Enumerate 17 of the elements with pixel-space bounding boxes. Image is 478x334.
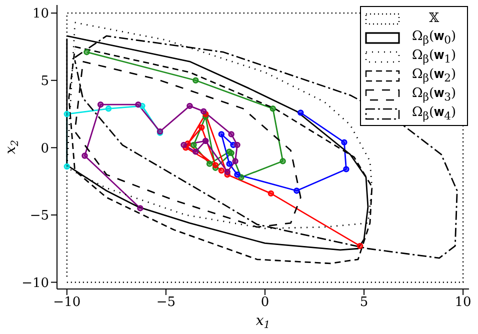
legend-label: Ω$_{β}$(𝐰$_{2}$) [410,66,458,84]
legend-label: Ω$_{β}$(𝐰$_{1}$) [410,48,458,66]
legend-label: 𝕏 [428,11,440,26]
x-tick-label: 10 [454,295,472,310]
y-tick-label: 10 [32,6,49,22]
legend-label: Ω$_{β}$(𝐰$_{4}$) [410,104,458,122]
x-tick-label: 0 [260,295,270,310]
x-tick-label: 5 [360,295,368,310]
y-tick-label: 0 [40,141,49,156]
x-tick-label: −10 [53,295,81,310]
y-tick-label: −5 [30,208,49,224]
y-tick-label: −10 [22,276,49,291]
legend-label: Ω$_{β}$(𝐰$_{0}$) [410,28,458,46]
x-tick-label: −5 [156,295,176,310]
legend-label: Ω$_{β}$(𝐰$_{3}$) [410,86,458,104]
x-axis-title: x$_{1}$ [256,313,270,330]
y-tick-label: 5 [40,74,49,89]
